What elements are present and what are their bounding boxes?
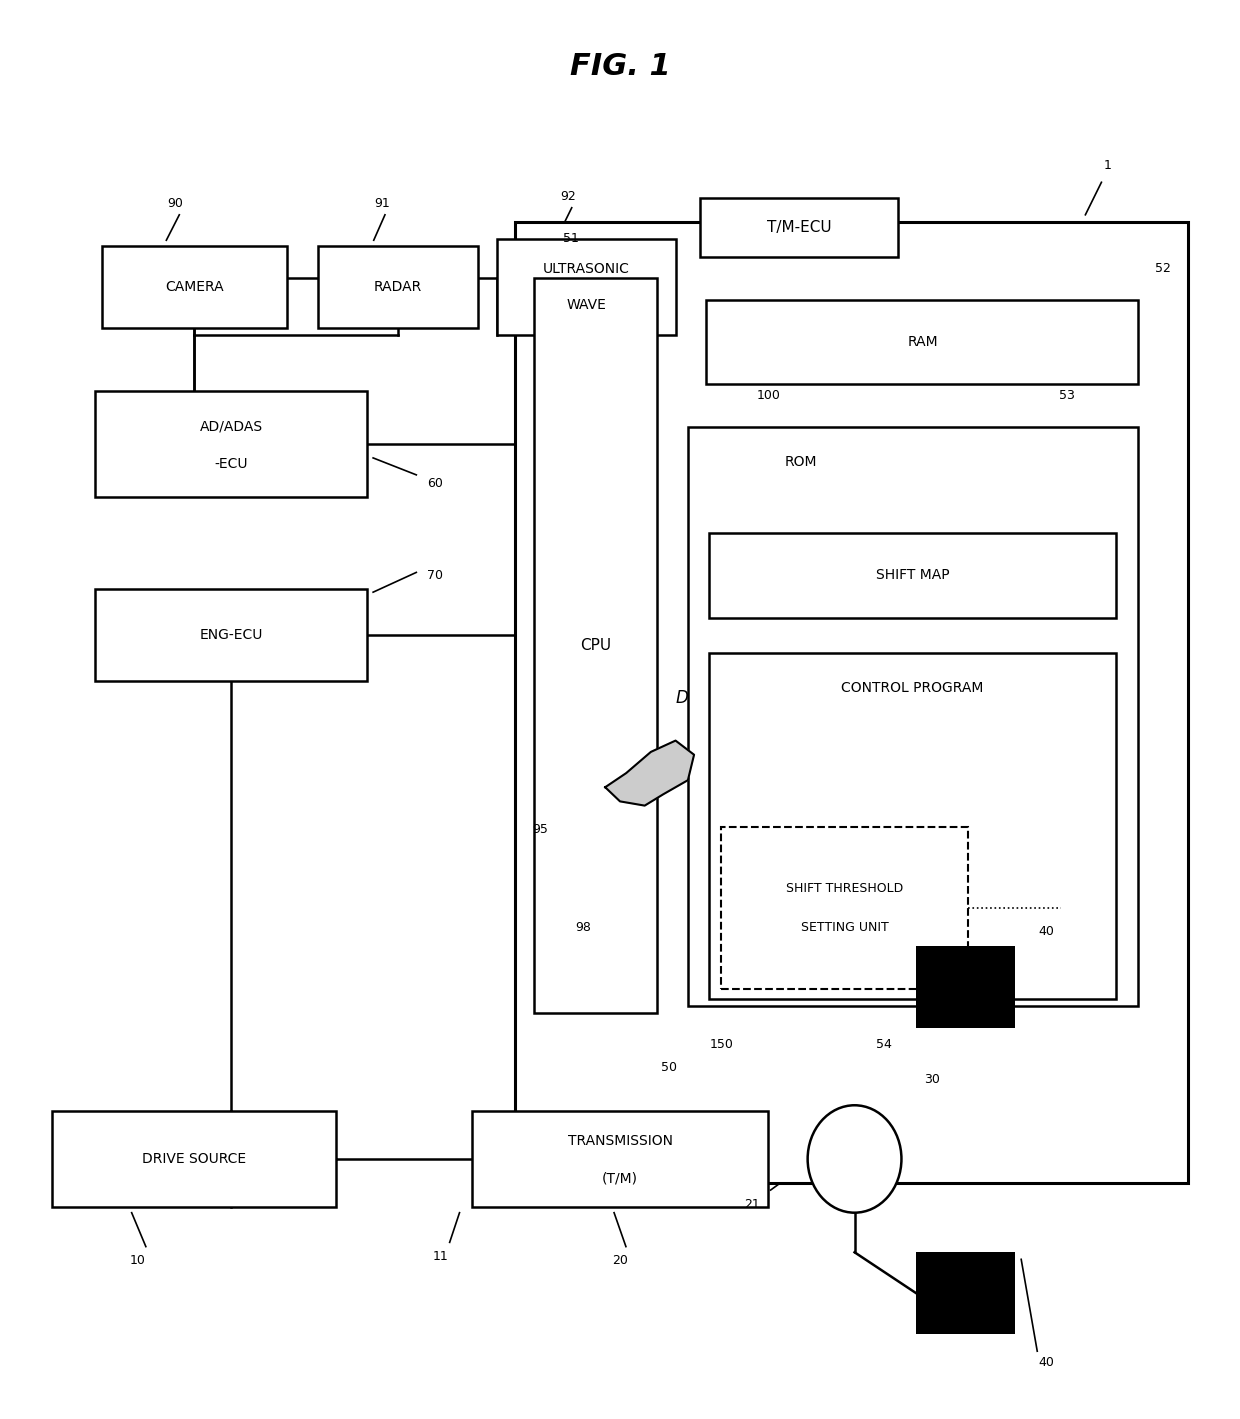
Text: ULTRASONIC: ULTRASONIC xyxy=(543,261,630,275)
Text: CPU: CPU xyxy=(580,639,611,653)
Text: CONTROL PROGRAM: CONTROL PROGRAM xyxy=(842,681,983,695)
Bar xyxy=(515,221,1188,1183)
Bar xyxy=(707,299,1138,385)
Text: 100: 100 xyxy=(758,389,781,402)
Text: 70: 70 xyxy=(427,569,443,582)
Text: DRIVE SOURCE: DRIVE SOURCE xyxy=(143,1152,247,1166)
Text: ENG-ECU: ENG-ECU xyxy=(200,629,263,643)
Text: SHIFT THRESHOLD: SHIFT THRESHOLD xyxy=(786,881,903,895)
Text: 30: 30 xyxy=(924,1073,940,1087)
Text: 54: 54 xyxy=(877,1037,892,1051)
Text: T/M-ECU: T/M-ECU xyxy=(766,220,831,236)
Text: 11: 11 xyxy=(433,1250,449,1263)
Bar xyxy=(916,1252,1016,1334)
Text: 150: 150 xyxy=(709,1037,733,1051)
Text: 10: 10 xyxy=(129,1254,145,1267)
Text: SETTING UNIT: SETTING UNIT xyxy=(801,921,889,934)
Text: 90: 90 xyxy=(167,197,184,210)
Text: 50: 50 xyxy=(661,1060,677,1074)
Text: FIG. 1: FIG. 1 xyxy=(569,53,671,81)
Text: SHIFT MAP: SHIFT MAP xyxy=(875,568,950,582)
Text: AD/ADAS: AD/ADAS xyxy=(200,419,263,433)
Bar xyxy=(701,197,898,257)
Text: 20: 20 xyxy=(613,1254,627,1267)
Polygon shape xyxy=(605,741,694,806)
Bar xyxy=(95,589,367,681)
Text: 40: 40 xyxy=(1038,1357,1054,1369)
Bar xyxy=(722,827,968,989)
Bar xyxy=(688,427,1138,1006)
Text: -ECU: -ECU xyxy=(215,457,248,471)
Text: WAVE: WAVE xyxy=(567,298,606,312)
Text: 21: 21 xyxy=(744,1198,760,1210)
Bar xyxy=(533,278,657,1013)
Text: 53: 53 xyxy=(1059,389,1075,402)
Text: 51: 51 xyxy=(563,233,579,245)
Circle shape xyxy=(807,1105,901,1213)
Bar xyxy=(317,245,479,328)
Text: 95: 95 xyxy=(532,823,548,836)
Bar xyxy=(472,1111,768,1208)
Bar xyxy=(95,392,367,498)
Text: 1: 1 xyxy=(1104,159,1111,172)
Text: RADAR: RADAR xyxy=(373,280,422,294)
Bar xyxy=(916,945,1016,1027)
Text: 40: 40 xyxy=(1038,925,1054,938)
Text: (T/M): (T/M) xyxy=(601,1172,639,1186)
Text: TRANSMISSION: TRANSMISSION xyxy=(568,1134,672,1148)
Text: 91: 91 xyxy=(374,197,389,210)
Text: CAMERA: CAMERA xyxy=(165,280,223,294)
Text: 60: 60 xyxy=(427,477,443,490)
Text: 52: 52 xyxy=(1156,263,1171,275)
Text: D: D xyxy=(676,690,688,707)
Text: RAM: RAM xyxy=(908,335,937,349)
Bar xyxy=(709,653,1116,999)
Text: ROM: ROM xyxy=(784,455,817,470)
Bar xyxy=(102,245,286,328)
Bar xyxy=(496,238,676,335)
Text: 98: 98 xyxy=(575,921,591,934)
Text: 92: 92 xyxy=(560,190,577,203)
Bar xyxy=(52,1111,336,1208)
Bar xyxy=(709,532,1116,617)
